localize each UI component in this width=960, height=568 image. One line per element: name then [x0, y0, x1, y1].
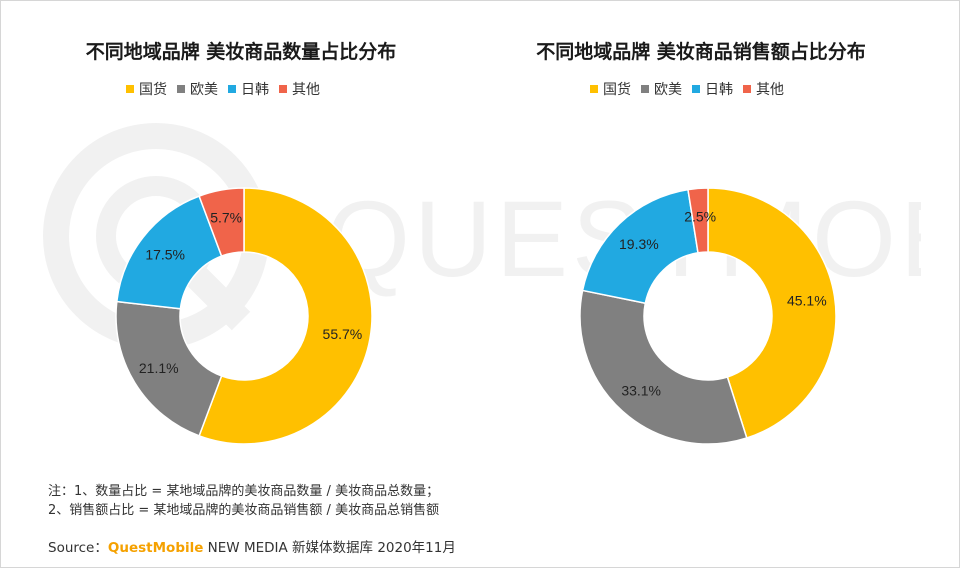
chart-title-quantity: 不同地域品牌 美妆商品数量占比分布	[85, 41, 397, 63]
legend-label: 日韩	[241, 82, 269, 98]
legend-item-rihan: 日韩	[692, 79, 733, 99]
legend-swatch	[126, 85, 134, 93]
donut-chart-sales: 45.1% 33.1% 19.3% 2.5%	[579, 187, 837, 445]
legend-swatch	[177, 85, 185, 93]
donut-slice-rihan	[581, 188, 699, 305]
data-label-other: 2.5%	[684, 208, 716, 224]
legend-item-guohuo: 国货	[590, 79, 631, 99]
donut-slice-guohuo	[707, 187, 837, 439]
legend-item-rihan: 日韩	[228, 79, 269, 99]
legend-swatch	[743, 85, 751, 93]
source-line: Source：QuestMobile NEW MEDIA 新媒体数据库 2020…	[48, 536, 456, 556]
legend-item-guohuo: 国货	[126, 79, 167, 99]
legend-item-other: 其他	[279, 79, 320, 99]
donut-slice-other	[198, 187, 245, 258]
legend-label: 国货	[603, 82, 631, 98]
donut-slice-other	[687, 187, 709, 254]
data-label-guohuo: 45.1%	[787, 293, 827, 309]
data-label-rihan: 17.5%	[145, 246, 185, 262]
donut-slice-oumei	[115, 300, 223, 437]
legend-item-other: 其他	[743, 79, 784, 99]
legend-swatch	[641, 85, 649, 93]
legend-label: 日韩	[705, 82, 733, 98]
legend-swatch	[279, 85, 287, 93]
footnotes: 注：1、数量占比 = 某地域品牌的美妆商品数量 / 美妆商品总数量； 2、销售额…	[48, 482, 439, 520]
data-label-oumei: 21.1%	[139, 360, 179, 376]
source-suffix: NEW MEDIA 新媒体数据库 2020年11月	[203, 540, 456, 556]
source-prefix: Source：	[48, 540, 108, 556]
legend-swatch	[590, 85, 598, 93]
legend-item-oumei: 欧美	[177, 79, 218, 99]
source-brand: QuestMobile	[107, 540, 204, 556]
legend-item-oumei: 欧美	[641, 79, 682, 99]
legend-label: 其他	[756, 82, 784, 98]
chart-title-sales: 不同地域品牌 美妆商品销售额占比分布	[536, 41, 866, 63]
footnote-line-1: 注：1、数量占比 = 某地域品牌的美妆商品数量 / 美妆商品总数量；	[48, 484, 440, 499]
legend-label: 欧美	[654, 82, 682, 98]
data-label-other: 5.7%	[210, 210, 242, 226]
donut-slice-guohuo	[198, 187, 373, 445]
data-label-oumei: 33.1%	[621, 382, 661, 398]
legend-quantity: 国货 欧美 日韩 其他	[126, 79, 320, 99]
legend-label: 其他	[292, 82, 320, 98]
donut-chart-quantity: 55.7% 21.1% 17.5% 5.7%	[115, 187, 373, 445]
legend-label: 欧美	[190, 82, 218, 98]
legend-swatch	[228, 85, 236, 93]
footnote-line-2: 2、销售额占比 = 某地域品牌的美妆商品销售额 / 美妆商品总销售额	[48, 503, 440, 518]
donut-slice-oumei	[579, 289, 748, 445]
legend-sales: 国货 欧美 日韩 其他	[590, 79, 784, 99]
data-label-rihan: 19.3%	[619, 236, 659, 252]
legend-label: 国货	[139, 82, 167, 98]
data-label-guohuo: 55.7%	[323, 326, 363, 342]
legend-swatch	[692, 85, 700, 93]
